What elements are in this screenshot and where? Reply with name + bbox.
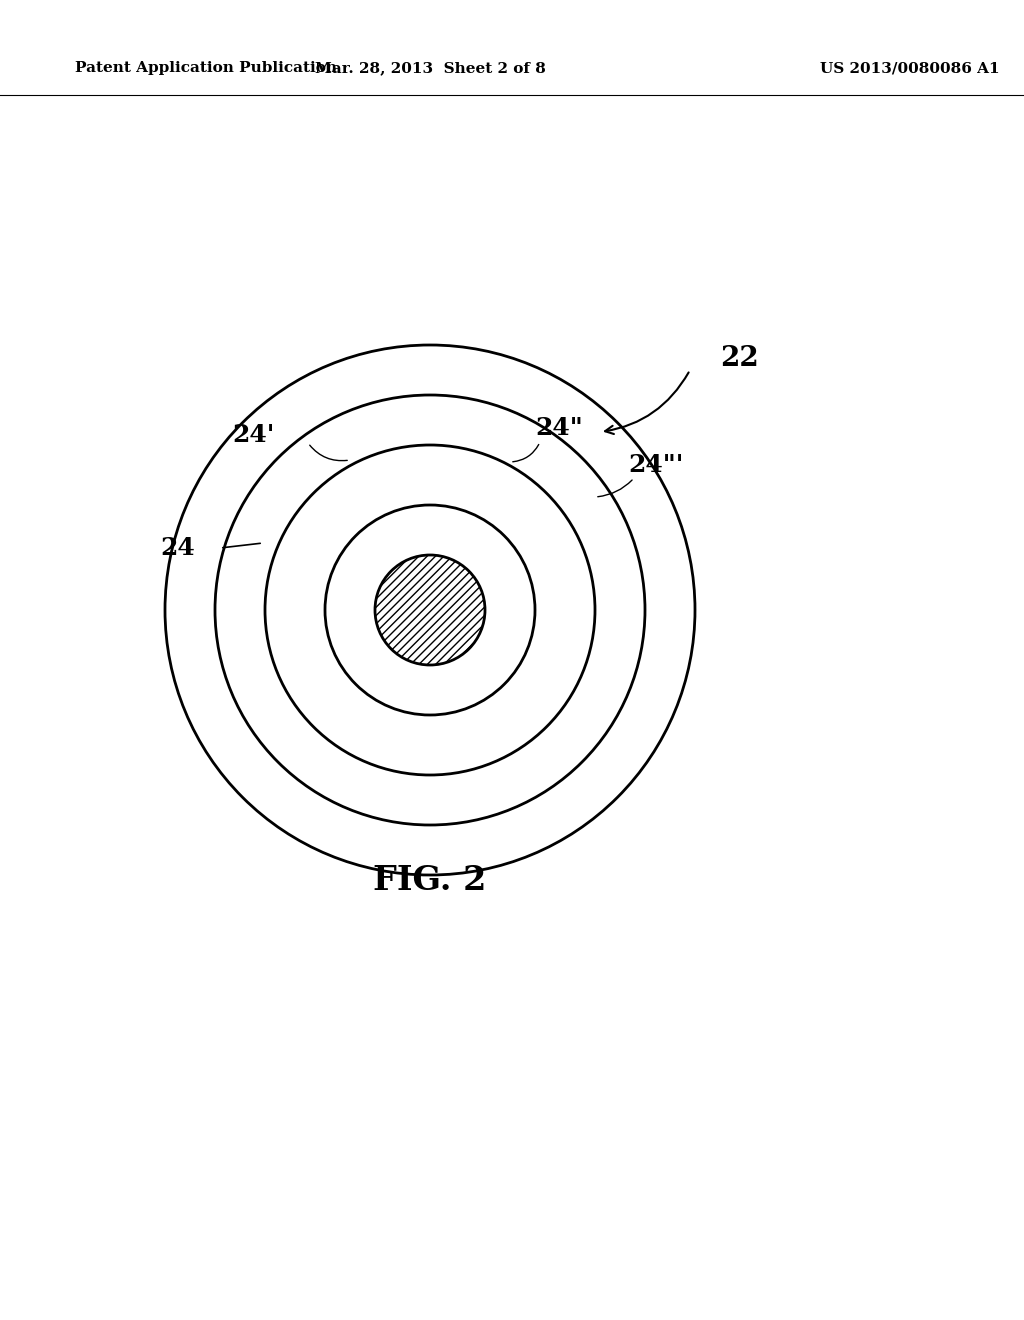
Text: 24: 24 (160, 536, 195, 560)
Text: 22: 22 (720, 345, 759, 371)
Text: 24': 24' (232, 422, 275, 447)
Text: FIG. 2: FIG. 2 (374, 863, 486, 896)
Text: Mar. 28, 2013  Sheet 2 of 8: Mar. 28, 2013 Sheet 2 of 8 (314, 61, 546, 75)
Text: Patent Application Publication: Patent Application Publication (75, 61, 337, 75)
Text: 24"': 24"' (628, 453, 683, 477)
Text: US 2013/0080086 A1: US 2013/0080086 A1 (820, 61, 999, 75)
Text: 24": 24" (535, 416, 583, 440)
